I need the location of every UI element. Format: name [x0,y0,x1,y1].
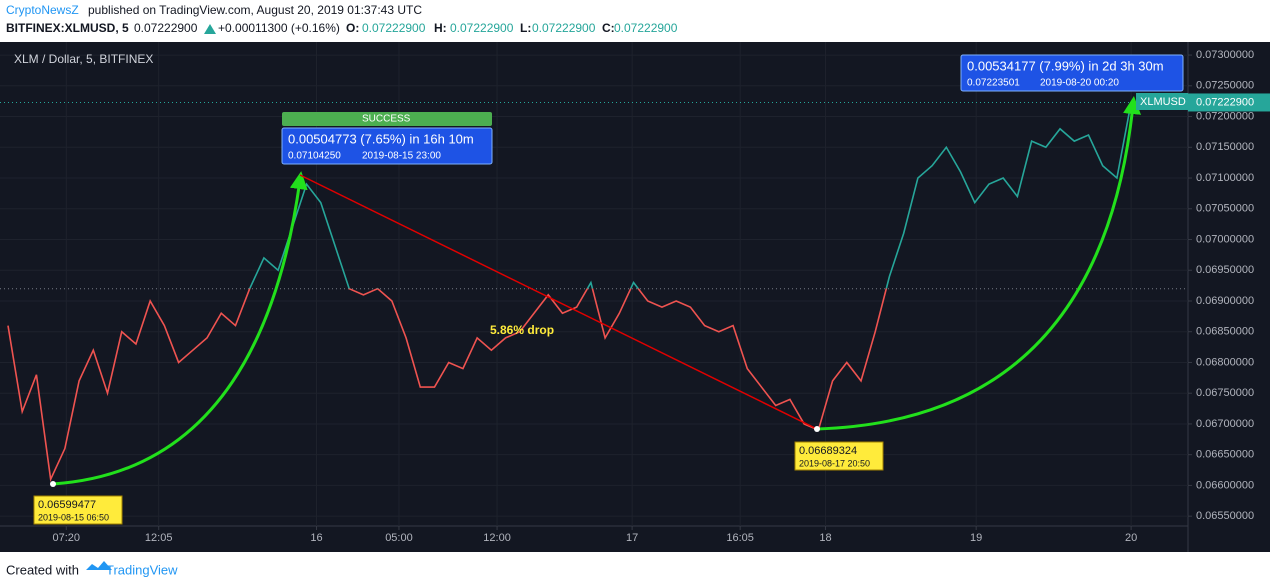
footer-brand[interactable]: TradingView [106,562,178,577]
chart-bg [0,42,1270,552]
callout-date: 2019-08-17 20:50 [799,458,870,468]
drop-line [299,174,818,430]
x-tick-label: 12:00 [483,532,511,544]
symbol-tag [1136,93,1188,110]
o: 0.07222900 [362,21,426,35]
callout-date: 2019-08-15 06:50 [38,512,109,522]
x-tick-label: 19 [970,532,982,544]
x-tick-label: 18 [819,532,831,544]
y-tick-label: 0.06950000 [1196,264,1254,276]
y-tick-label: 0.07000000 [1196,233,1254,245]
drop-label: 5.86% drop [490,323,554,337]
callout [33,495,123,525]
pin [814,426,820,432]
last-price-label: 0.07222900 [1196,96,1254,108]
up-arrow [204,24,216,34]
callout-date: 2019-08-20 00:20 [1040,78,1119,89]
y-tick-label: 0.06650000 [1196,449,1254,461]
symbol-tag-text: XLMUSD [1140,96,1186,108]
y-tick-label: 0.06550000 [1196,510,1254,522]
price-line [7,102,1132,483]
y-tick-label: 0.07250000 [1196,80,1254,92]
y-tick-label: 0.07050000 [1196,203,1254,215]
l: 0.07222900 [532,21,596,35]
o-label: O: [346,21,359,35]
success-badge [282,112,492,126]
callout [281,127,493,165]
published: published on TradingView.com, August 20,… [88,3,422,17]
l-label: L: [520,21,531,35]
x-tick-label: 16:05 [726,532,754,544]
c: 0.07222900 [614,21,678,35]
y-tick-label: 0.07200000 [1196,110,1254,122]
y-tick-label: 0.06750000 [1196,387,1254,399]
callout [794,441,884,471]
c-label: C: [602,21,615,35]
x-tick-label: 07:20 [53,532,81,544]
x-tick-label: 20 [1125,532,1137,544]
y-tick-label: 0.06700000 [1196,418,1254,430]
y-tick-label: 0.06900000 [1196,295,1254,307]
logo [86,561,112,570]
y-tick-label: 0.06600000 [1196,479,1254,491]
callout [960,54,1184,92]
last: 0.07222900 [134,21,198,35]
last-price-tag [1188,93,1270,112]
symbol: BITFINEX:XLMUSD, 5 [6,21,129,35]
x-tick-label: 17 [626,532,638,544]
y-tick-label: 0.07100000 [1196,172,1254,184]
x-tick-label: 16 [310,532,322,544]
h: 0.07222900 [450,21,514,35]
callout-price: 0.06689324 [799,445,857,457]
trend-arc [816,96,1142,431]
callout-date: 2019-08-15 23:00 [362,151,441,162]
chart-title: XLM / Dollar, 5, BITFINEX [14,52,153,66]
y-tick-label: 0.06800000 [1196,356,1254,368]
callout-title: 0.00534177 (7.99%) in 2d 3h 30m [967,58,1164,73]
h-label: H: [434,21,447,35]
y-tick-label: 0.07300000 [1196,49,1254,61]
success-text: SUCCESS [362,114,411,125]
y-tick-label: 0.07150000 [1196,141,1254,153]
callout-price: 0.07104250 [288,151,341,162]
callout-title: 0.00504773 (7.65%) in 16h 10m [288,131,474,146]
pin [50,481,56,487]
callout-price: 0.07223501 [967,78,1020,89]
callout-price: 0.06599477 [38,499,96,511]
trend-arc [52,171,308,486]
change: +0.00011300 (+0.16%) [218,21,340,35]
brand[interactable]: CryptoNewsZ [6,3,79,17]
y-tick-label: 0.06850000 [1196,326,1254,338]
x-tick-label: 05:00 [385,532,413,544]
footer-created: Created with [6,562,79,577]
x-tick-label: 12:05 [145,532,173,544]
